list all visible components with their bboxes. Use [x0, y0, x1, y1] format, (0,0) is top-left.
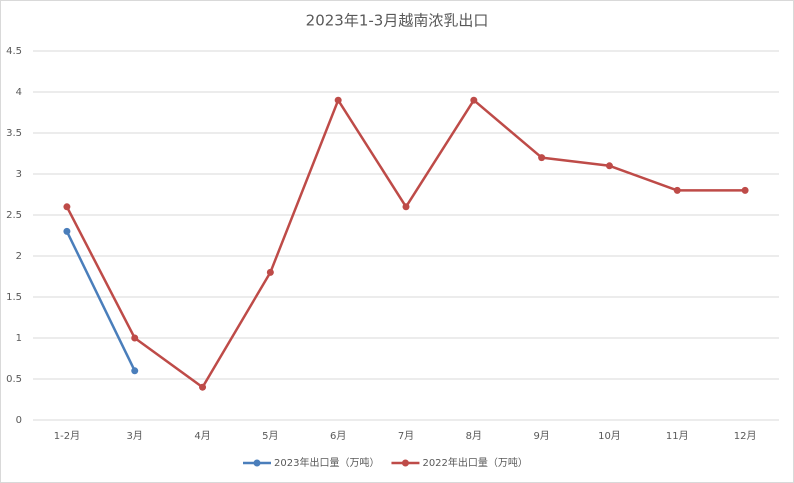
y-tick-label: 3: [16, 169, 22, 180]
legend: 2023年出口量（万吨） 2022年出口量（万吨）: [243, 456, 528, 469]
point: [334, 96, 342, 104]
legend-label: 2022年出口量（万吨）: [422, 456, 527, 469]
chart-title: 2023年1-3月越南浓乳出口: [306, 12, 489, 30]
grid: 0 0.5 1 1.5 2 2.5 3 3.5 4 4.5 1-2月 3月 4月 5月 6月 7月 8月 9月 10…: [6, 46, 779, 442]
point: [470, 96, 478, 104]
legend-marker: [253, 459, 261, 467]
y-tick-label: 1.5: [6, 292, 22, 303]
x-tick-label: 12月: [734, 430, 757, 442]
x-tick-label: 9月: [533, 430, 549, 442]
x-tick-label: 4月: [194, 430, 210, 442]
legend-label: 2023年出口量（万吨）: [274, 456, 379, 469]
y-tick-label: 4: [16, 87, 22, 98]
y-tick-label: 1: [16, 333, 22, 344]
x-tick-label: 6月: [330, 430, 346, 442]
x-tick-label: 1-2月: [54, 430, 80, 442]
point: [402, 203, 410, 211]
point: [199, 383, 207, 391]
legend-marker: [401, 459, 409, 467]
x-tick-label: 8月: [466, 430, 482, 442]
x-tick-label: 11月: [666, 430, 689, 442]
y-tick-label: 2: [16, 251, 22, 262]
x-tick-label: 7月: [398, 430, 414, 442]
x-tick-label: 3月: [127, 430, 143, 442]
point: [131, 334, 139, 342]
point: [63, 203, 71, 211]
point: [538, 154, 546, 162]
y-tick-label: 2.5: [6, 210, 22, 221]
point: [673, 186, 681, 194]
x-tick-label: 10月: [598, 430, 621, 442]
y-tick-label: 4.5: [6, 46, 22, 57]
point: [605, 162, 613, 170]
plot: [63, 96, 749, 391]
y-tick-label: 0: [16, 415, 22, 426]
point: [63, 227, 71, 235]
point: [266, 268, 274, 276]
series-line: [65, 230, 136, 372]
x-tick-label: 5月: [262, 430, 278, 442]
point: [741, 186, 749, 194]
y-tick-label: 3.5: [6, 128, 22, 139]
y-tick-label: 0.5: [6, 374, 22, 385]
point: [131, 367, 139, 375]
